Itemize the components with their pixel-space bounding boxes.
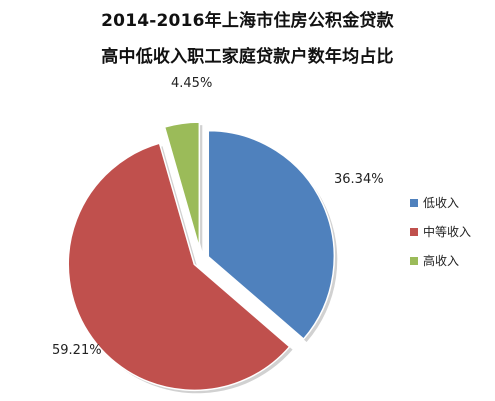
- pie-data-labels: 36.34% 59.21% 4.45%: [52, 76, 384, 358]
- legend-item-middle-income: 中等收入: [410, 217, 495, 246]
- legend-item-high-income: 高收入: [410, 246, 495, 275]
- legend-swatch-high-income: [410, 256, 418, 265]
- data-label-high-income: 4.45%: [171, 76, 212, 91]
- legend-label-low-income: 低收入: [423, 196, 460, 210]
- legend-swatch-middle-income: [410, 227, 418, 236]
- legend: 低收入 中等收入 高收入: [410, 188, 495, 275]
- pie-slices: [67, 121, 338, 394]
- legend-label-middle-income: 中等收入: [423, 225, 472, 239]
- legend-item-low-income: 低收入: [410, 188, 495, 217]
- pie-slice-high-income: [163, 121, 201, 249]
- chart-subtitle: 高中低收入职工家庭贷款户数年均占比: [101, 47, 394, 67]
- data-label-low-income: 36.34%: [334, 172, 384, 187]
- legend-label-high-income: 高收入: [423, 254, 460, 268]
- pie-slice-low-income: [207, 129, 335, 341]
- legend-swatch-low-income: [410, 198, 418, 207]
- data-label-middle-income: 59.21%: [52, 343, 102, 358]
- pie-slice-middle-income: [67, 142, 291, 392]
- chart-title: 2014-2016年上海市住房公积金贷款: [101, 11, 394, 31]
